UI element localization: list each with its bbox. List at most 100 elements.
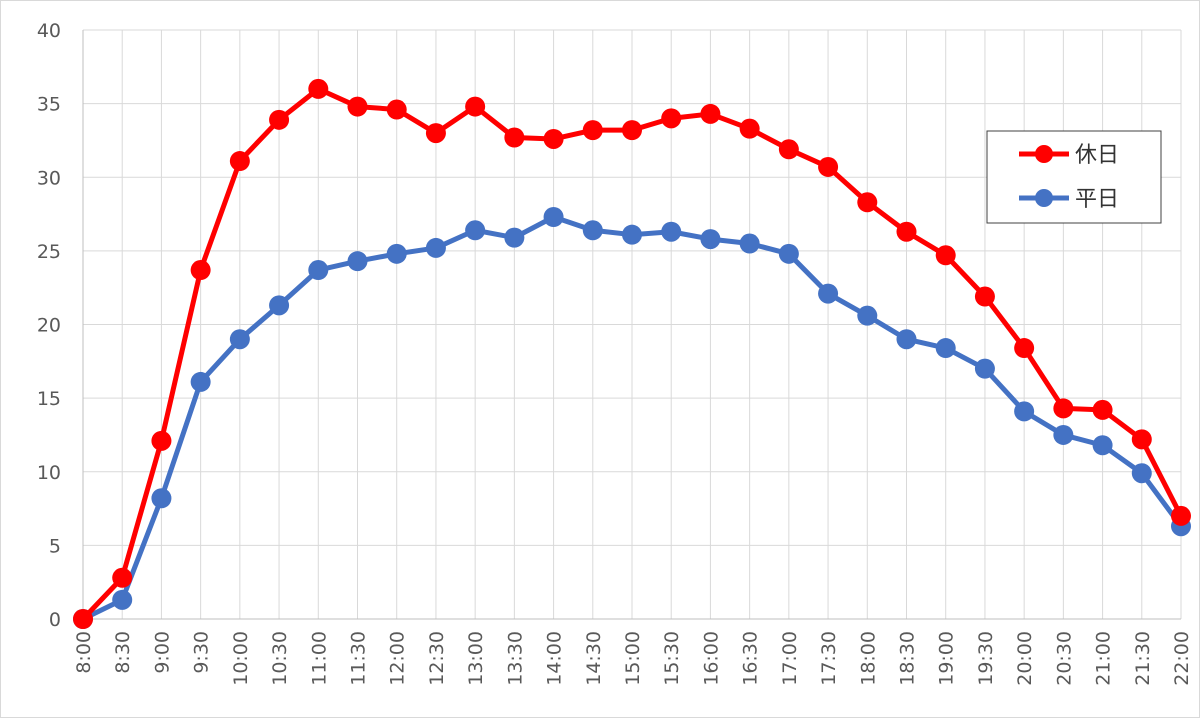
data-point (269, 109, 290, 130)
data-point (582, 120, 603, 141)
data-point (896, 329, 917, 350)
data-point (1131, 429, 1152, 450)
x-tick-label: 11:30 (348, 631, 370, 686)
data-point (1171, 505, 1191, 526)
data-point (818, 156, 839, 177)
x-axis-tick-labels: 8:00 8:30 9:00 9:30 10:00 10:30 11:00 11:30 12:0… (73, 631, 1193, 686)
legend-swatch-marker (1035, 189, 1053, 207)
data-point (582, 220, 603, 241)
legend: 休日 平日 (986, 130, 1162, 224)
data-point (386, 99, 407, 120)
data-point (229, 151, 250, 172)
x-tick-label: 19:30 (975, 631, 997, 686)
data-point (386, 243, 407, 264)
data-point (857, 192, 878, 213)
y-axis-tick-labels: 0 5 10 15 20 25 30 35 40 (37, 20, 61, 631)
gridlines (83, 29, 1182, 619)
data-point (465, 220, 486, 241)
data-point (700, 103, 721, 124)
x-tick-label: 17:00 (779, 631, 801, 686)
data-point (465, 96, 486, 117)
x-tick-label: 16:00 (700, 631, 722, 686)
data-point (778, 243, 799, 264)
x-tick-label: 18:00 (857, 631, 879, 686)
series-weekday (73, 207, 1191, 629)
x-tick-label: 14:30 (583, 631, 605, 686)
data-point (739, 118, 760, 139)
data-point (269, 295, 290, 316)
y-tick-label: 35 (37, 94, 61, 116)
x-tick-label: 9:00 (151, 631, 173, 674)
x-tick-label: 9:30 (191, 631, 213, 674)
data-point (1053, 424, 1074, 445)
data-point (1131, 463, 1152, 484)
data-point (857, 305, 878, 326)
data-point (347, 96, 368, 117)
data-point (543, 128, 564, 149)
data-point (974, 358, 995, 379)
x-tick-label: 12:30 (426, 631, 448, 686)
legend-entry-holiday: 休日 (1019, 143, 1119, 168)
y-tick-label: 25 (37, 241, 61, 263)
x-tick-label: 8:30 (112, 631, 134, 674)
data-point (347, 251, 368, 272)
data-point (151, 430, 172, 451)
data-point (778, 139, 799, 160)
data-point (504, 127, 525, 148)
y-tick-label: 10 (37, 462, 61, 484)
x-tick-label: 18:30 (897, 631, 919, 686)
legend-entry-weekday: 平日 (1019, 187, 1119, 212)
x-tick-label: 13:30 (504, 631, 526, 686)
data-point (73, 609, 93, 629)
y-tick-label: 5 (49, 535, 61, 557)
data-point (974, 286, 995, 307)
data-point (622, 224, 642, 245)
y-tick-label: 0 (49, 609, 61, 631)
x-tick-label: 10:00 (230, 631, 252, 686)
series (73, 78, 1191, 629)
data-point (739, 233, 760, 254)
data-point (1014, 401, 1035, 422)
x-tick-label: 14:00 (544, 631, 566, 686)
legend-label-holiday: 休日 (1075, 143, 1119, 168)
data-point (1014, 338, 1035, 359)
x-tick-label: 15:00 (622, 631, 644, 686)
x-tick-label: 10:30 (269, 631, 291, 686)
x-tick-label: 20:30 (1053, 631, 1075, 686)
data-point (818, 283, 839, 304)
data-point (661, 221, 682, 242)
legend-label-weekday: 平日 (1075, 187, 1119, 212)
data-point (1092, 399, 1113, 420)
y-tick-label: 15 (37, 388, 61, 410)
data-point (190, 371, 211, 392)
data-point (1053, 398, 1074, 419)
data-point (190, 260, 211, 281)
legend-box (986, 130, 1162, 224)
x-tick-label: 8:00 (73, 631, 95, 674)
data-point (896, 221, 917, 242)
y-tick-label: 20 (37, 315, 61, 337)
y-tick-label: 40 (37, 20, 61, 42)
data-point (543, 207, 564, 228)
data-point (229, 329, 250, 350)
x-tick-label: 11:00 (308, 631, 330, 686)
data-point (935, 338, 956, 359)
data-point (425, 123, 446, 144)
x-tick-label: 21:00 (1093, 631, 1115, 686)
x-tick-label: 13:00 (465, 631, 487, 686)
legend-swatch-marker (1035, 145, 1053, 163)
x-tick-label: 16:30 (740, 631, 762, 686)
x-tick-label: 12:00 (387, 631, 409, 686)
data-point (112, 567, 133, 588)
x-tick-label: 19:00 (936, 631, 958, 686)
data-point (935, 245, 956, 266)
data-point (308, 78, 329, 99)
data-point (425, 237, 446, 258)
data-point (112, 589, 133, 610)
axes (82, 30, 1181, 620)
series-holiday (73, 78, 1191, 629)
data-point (1092, 435, 1113, 456)
x-tick-label: 17:30 (818, 631, 840, 686)
data-point (504, 227, 525, 248)
